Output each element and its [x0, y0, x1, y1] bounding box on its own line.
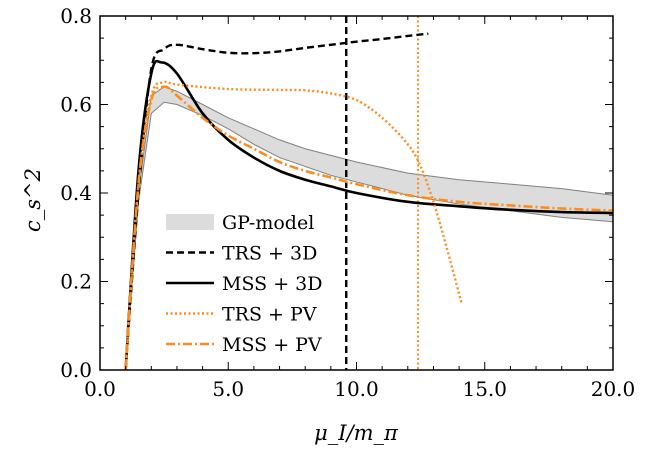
series-line-mss-3d: [124, 59, 614, 371]
legend-label: MSS + 3D: [222, 273, 322, 295]
gp-band-lower: [125, 101, 614, 371]
series-line-mss-pv: [124, 85, 614, 371]
x-tick-label: 0.0: [84, 377, 116, 401]
legend: GP-model TRS + 3D MSS + 3D TRS + PV MSS + PV: [166, 212, 322, 356]
y-axis-label: c_s^2: [21, 168, 45, 232]
y-tick-label: 0.2: [60, 270, 92, 294]
x-tick-label: 5.0: [212, 377, 244, 401]
legend-label: TRS + PV: [222, 304, 317, 326]
legend-label-gp-model: GP-model: [222, 212, 314, 234]
y-tick-label: 0.8: [60, 4, 92, 28]
y-tick-label: 0.0: [60, 358, 92, 382]
series-line-trs-pv: [124, 80, 463, 371]
legend-label: TRS + 3D: [222, 243, 317, 265]
y-tick-label: 0.6: [60, 93, 92, 117]
legend-label: MSS + PV: [222, 334, 322, 356]
gp-band-upper: [125, 86, 614, 371]
legend-swatch-gp-model: [166, 214, 214, 230]
x-tick-label: 10.0: [334, 377, 379, 401]
x-axis-label: μ_I/m_π: [314, 421, 399, 445]
x-tick-label: 20.0: [591, 377, 636, 401]
y-tick-label: 0.4: [60, 181, 92, 205]
x-tick-label: 15.0: [462, 377, 507, 401]
